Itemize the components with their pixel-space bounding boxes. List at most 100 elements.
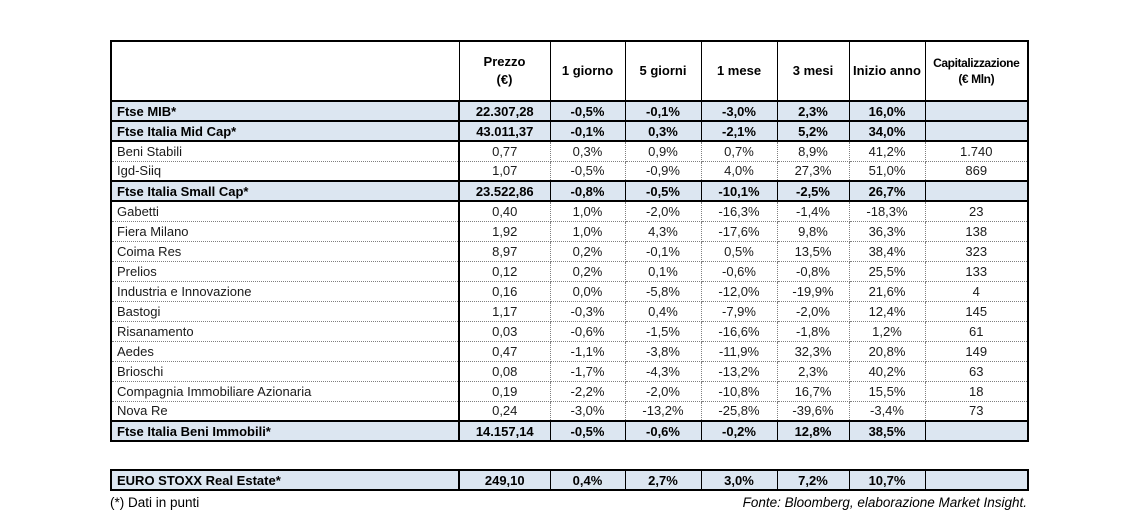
header-row: Prezzo (€) 1 giorno 5 giorni 1 mese 3 me… xyxy=(110,40,1029,102)
cell-3-mesi: 9,8% xyxy=(776,220,850,242)
cell-1-giorno: 0,2% xyxy=(549,260,626,282)
cell-1-mese: -25,8% xyxy=(700,400,778,422)
cell-prezzo: 0,47 xyxy=(458,340,551,362)
cell-prezzo: 0,77 xyxy=(458,140,551,162)
cell-1-giorno: -0,6% xyxy=(549,320,626,342)
cell-1-mese: -11,9% xyxy=(700,340,778,362)
cell-1-mese: -10,8% xyxy=(700,380,778,402)
cell-prezzo: 1,92 xyxy=(458,220,551,242)
cell-1-mese: -0,2% xyxy=(700,420,778,442)
cell-capitalizzazione xyxy=(924,469,1029,491)
cell-5-giorni: -2,0% xyxy=(624,380,702,402)
cell-5-giorni: 4,3% xyxy=(624,220,702,242)
cell-1-mese: 0,7% xyxy=(700,140,778,162)
cell-inizio-anno: 38,5% xyxy=(848,420,926,442)
cell-capitalizzazione: 145 xyxy=(924,300,1029,322)
cell-inizio-anno: -18,3% xyxy=(848,200,926,222)
table-row: Gabetti 0,40 1,0% -2,0% -16,3% -1,4% -18… xyxy=(110,200,1029,222)
table-row: Coima Res 8,97 0,2% -0,1% 0,5% 13,5% 38,… xyxy=(110,240,1029,262)
cell-1-mese: -10,1% xyxy=(700,180,778,202)
cell-capitalizzazione: 61 xyxy=(924,320,1029,342)
table-row: Bastogi 1,17 -0,3% 0,4% -7,9% -2,0% 12,4… xyxy=(110,300,1029,322)
cell-3-mesi: 2,3% xyxy=(776,100,850,122)
cell-prezzo: 0,03 xyxy=(458,320,551,342)
cell-5-giorni: -0,1% xyxy=(624,100,702,122)
table-row: Fiera Milano 1,92 1,0% 4,3% -17,6% 9,8% … xyxy=(110,220,1029,242)
row-name-cell: Industria e Innovazione xyxy=(110,280,460,302)
cell-inizio-anno: 38,4% xyxy=(848,240,926,262)
table-row: Igd-Siiq 1,07 -0,5% -0,9% 4,0% 27,3% 51,… xyxy=(110,160,1029,182)
cell-prezzo: 1,07 xyxy=(458,160,551,182)
cell-3-mesi: 16,7% xyxy=(776,380,850,402)
cell-inizio-anno: 16,0% xyxy=(848,100,926,122)
cell-1-giorno: -0,8% xyxy=(549,180,626,202)
row-name-cell: Nova Re xyxy=(110,400,460,422)
cell-1-giorno: 0,4% xyxy=(549,469,626,491)
cell-capitalizzazione: 138 xyxy=(924,220,1029,242)
row-name-cell: Brioschi xyxy=(110,360,460,382)
table-row: Brioschi 0,08 -1,7% -4,3% -13,2% 2,3% 40… xyxy=(110,360,1029,382)
cell-3-mesi: -1,8% xyxy=(776,320,850,342)
cell-3-mesi: 2,3% xyxy=(776,360,850,382)
cell-inizio-anno: 20,8% xyxy=(848,340,926,362)
cell-3-mesi: -19,9% xyxy=(776,280,850,302)
cell-capitalizzazione: 23 xyxy=(924,200,1029,222)
cell-capitalizzazione xyxy=(924,420,1029,442)
cell-prezzo: 249,10 xyxy=(458,469,551,491)
cell-3-mesi: -2,0% xyxy=(776,300,850,322)
table-row: Industria e Innovazione 0,16 0,0% -5,8% … xyxy=(110,280,1029,302)
footnote: (*) Dati in punti xyxy=(110,495,200,510)
header-3-mesi: 3 mesi xyxy=(776,40,850,102)
cell-inizio-anno: 1,2% xyxy=(848,320,926,342)
row-name-cell: Prelios xyxy=(110,260,460,282)
table-row: Ftse Italia Mid Cap* 43.011,37 -0,1% 0,3… xyxy=(110,120,1029,142)
cell-5-giorni: -13,2% xyxy=(624,400,702,422)
cell-prezzo: 1,17 xyxy=(458,300,551,322)
cell-3-mesi: -2,5% xyxy=(776,180,850,202)
cell-prezzo: 22.307,28 xyxy=(458,100,551,122)
row-name-cell: Ftse Italia Beni Immobili* xyxy=(110,420,460,442)
row-name-cell: Beni Stabili xyxy=(110,140,460,162)
table-row: Beni Stabili 0,77 0,3% 0,9% 0,7% 8,9% 41… xyxy=(110,140,1029,162)
cell-prezzo: 0,16 xyxy=(458,280,551,302)
cell-capitalizzazione: 63 xyxy=(924,360,1029,382)
cell-inizio-anno: 25,5% xyxy=(848,260,926,282)
cell-5-giorni: 0,9% xyxy=(624,140,702,162)
table-row: Ftse MIB* 22.307,28 -0,5% -0,1% -3,0% 2,… xyxy=(110,100,1029,122)
cell-3-mesi: 8,9% xyxy=(776,140,850,162)
cell-prezzo: 23.522,86 xyxy=(458,180,551,202)
cell-5-giorni: 0,4% xyxy=(624,300,702,322)
cell-prezzo: 0,12 xyxy=(458,260,551,282)
cell-3-mesi: -39,6% xyxy=(776,400,850,422)
cell-inizio-anno: 51,0% xyxy=(848,160,926,182)
table-row: Risanamento 0,03 -0,6% -1,5% -16,6% -1,8… xyxy=(110,320,1029,342)
cell-5-giorni: 0,3% xyxy=(624,120,702,142)
table-row: Nova Re 0,24 -3,0% -13,2% -25,8% -39,6% … xyxy=(110,400,1029,422)
cell-inizio-anno: -3,4% xyxy=(848,400,926,422)
cell-capitalizzazione xyxy=(924,180,1029,202)
table-row: Aedes 0,47 -1,1% -3,8% -11,9% 32,3% 20,8… xyxy=(110,340,1029,362)
cell-1-mese: -12,0% xyxy=(700,280,778,302)
row-name-cell: Bastogi xyxy=(110,300,460,322)
cell-inizio-anno: 26,7% xyxy=(848,180,926,202)
cell-3-mesi: 27,3% xyxy=(776,160,850,182)
cell-1-mese: 4,0% xyxy=(700,160,778,182)
cell-capitalizzazione: 73 xyxy=(924,400,1029,422)
cell-5-giorni: -0,9% xyxy=(624,160,702,182)
cell-1-giorno: -1,7% xyxy=(549,360,626,382)
cell-1-giorno: -2,2% xyxy=(549,380,626,402)
cell-1-mese: 0,5% xyxy=(700,240,778,262)
cell-1-giorno: -0,5% xyxy=(549,100,626,122)
cell-1-mese: -17,6% xyxy=(700,220,778,242)
row-name-cell: Ftse Italia Mid Cap* xyxy=(110,120,460,142)
cell-5-giorni: -1,5% xyxy=(624,320,702,342)
table-row: Ftse Italia Beni Immobili* 14.157,14 -0,… xyxy=(110,420,1029,442)
row-name-cell: Aedes xyxy=(110,340,460,362)
row-name-cell: Igd-Siiq xyxy=(110,160,460,182)
cell-5-giorni: 2,7% xyxy=(624,469,702,491)
cell-inizio-anno: 12,4% xyxy=(848,300,926,322)
cell-inizio-anno: 36,3% xyxy=(848,220,926,242)
cell-prezzo: 0,08 xyxy=(458,360,551,382)
cell-5-giorni: -0,6% xyxy=(624,420,702,442)
row-name-cell: Ftse MIB* xyxy=(110,100,460,122)
